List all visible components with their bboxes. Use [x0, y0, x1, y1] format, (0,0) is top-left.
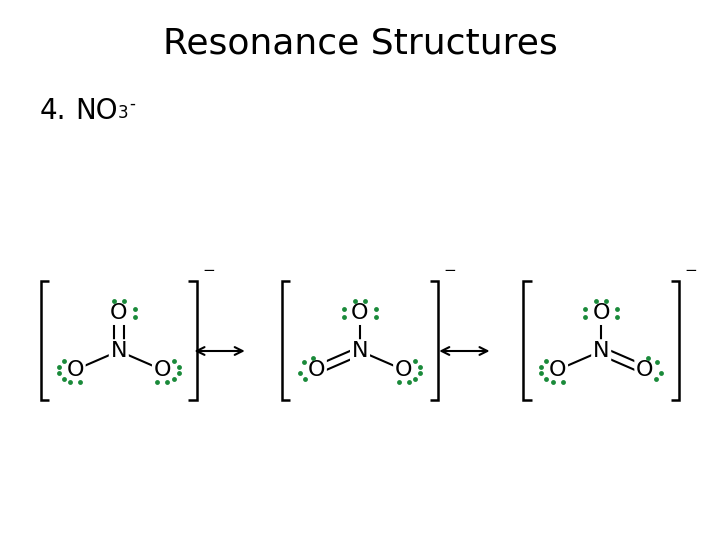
- Text: N: N: [111, 341, 127, 361]
- Text: −: −: [202, 263, 215, 278]
- Text: O: O: [110, 303, 127, 323]
- Text: O: O: [351, 303, 369, 323]
- Text: NO: NO: [76, 97, 118, 125]
- Text: 4.: 4.: [40, 97, 66, 125]
- Text: 3: 3: [117, 104, 128, 122]
- Text: O: O: [153, 360, 171, 380]
- Text: O: O: [636, 360, 654, 380]
- Text: N: N: [593, 341, 609, 361]
- Text: Resonance Structures: Resonance Structures: [163, 27, 557, 61]
- Text: -: -: [130, 95, 135, 113]
- Text: −: −: [444, 263, 456, 278]
- Text: O: O: [593, 303, 610, 323]
- Text: O: O: [549, 360, 567, 380]
- Text: O: O: [395, 360, 413, 380]
- Text: O: O: [307, 360, 325, 380]
- Text: −: −: [685, 263, 697, 278]
- Text: N: N: [352, 341, 368, 361]
- Text: O: O: [66, 360, 84, 380]
